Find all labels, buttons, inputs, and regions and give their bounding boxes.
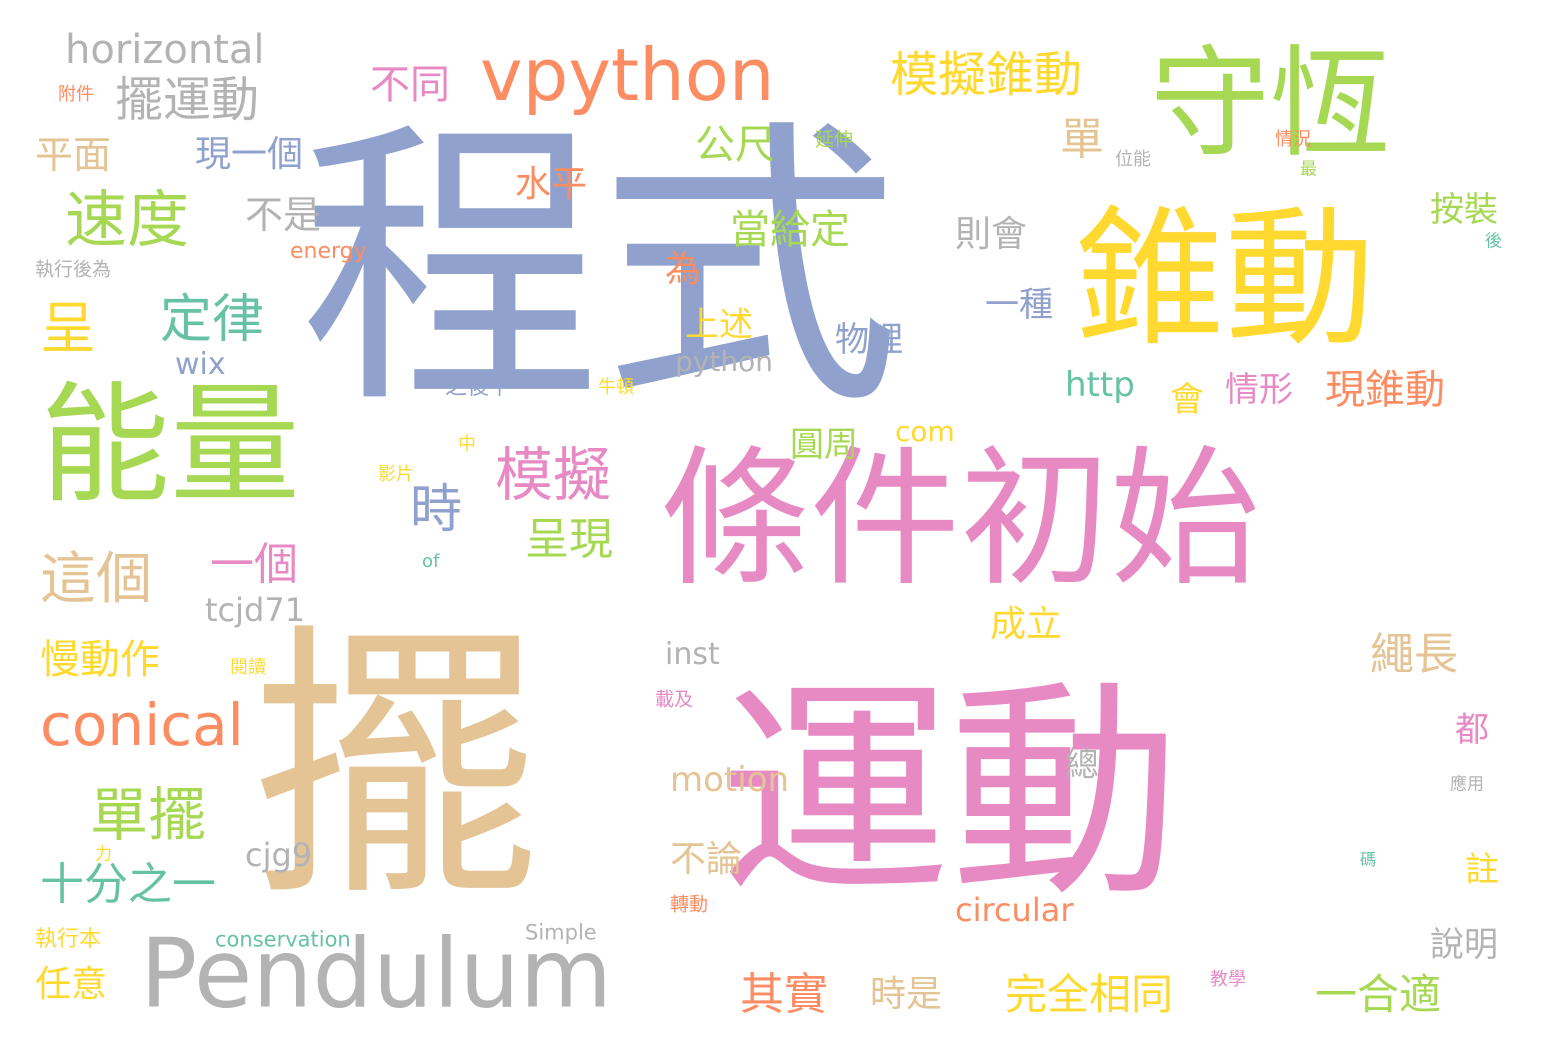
word-38: 則會: [955, 214, 1028, 255]
word-86: 碼: [1360, 850, 1377, 869]
word-56: 總: [1065, 745, 1099, 785]
word-53: http: [1065, 365, 1135, 405]
word-82: of: [422, 551, 440, 572]
word-13: 單擺: [90, 781, 207, 849]
word-21: 十分之一: [40, 859, 216, 910]
word-25: 一合適: [1315, 970, 1442, 1019]
word-1: 程式: [300, 95, 900, 444]
word-60: inst: [665, 637, 720, 672]
word-31: 平面: [35, 133, 112, 177]
word-7: 能量: [40, 369, 301, 521]
word-34: 當給定: [730, 207, 850, 253]
word-44: 不論: [670, 839, 743, 880]
word-41: 成立: [990, 604, 1063, 645]
word-6: 守恆: [1150, 35, 1390, 174]
word-33: 公尺: [695, 122, 775, 168]
word-30: 慢動作: [40, 637, 160, 683]
word-47: cjg9: [245, 836, 313, 874]
word-62: python: [675, 345, 773, 378]
word-27: 單: [1060, 114, 1104, 165]
word-26: 繩長: [1370, 629, 1458, 680]
word-58: 說明: [1430, 925, 1498, 965]
word-51: 會: [1170, 380, 1204, 420]
word-18: 呈: [40, 297, 96, 362]
word-35: 水平: [515, 164, 588, 205]
word-12: 模擬: [495, 441, 612, 509]
word-4: 條件初始: [660, 433, 1261, 607]
word-19: 時: [410, 480, 463, 540]
word-9: vpython: [480, 33, 775, 117]
word-57: 註: [1465, 850, 1499, 890]
word-61: wix: [175, 347, 226, 382]
word-24: 其實: [740, 969, 828, 1020]
word-74: 載及: [655, 688, 694, 711]
word-49: 物理: [835, 320, 903, 360]
word-72: 位能: [1115, 149, 1151, 170]
word-80: 應用: [1450, 774, 1484, 795]
word-48: 一種: [985, 285, 1053, 325]
word-69: 執行本: [35, 927, 102, 952]
word-55: 都: [1455, 710, 1489, 750]
word-3: 運動: [720, 661, 1181, 928]
word-32: 不同: [370, 62, 450, 108]
word-2: 擺: [250, 601, 540, 938]
word-67: 之後下: [445, 375, 512, 400]
word-73: 情況: [1275, 129, 1311, 150]
word-64: energy: [290, 239, 367, 264]
word-8: Pendulum: [140, 919, 613, 1030]
word-36: 不是: [245, 193, 322, 237]
word-54: 按裝: [1430, 190, 1498, 230]
word-63: com: [895, 415, 955, 448]
word-43: 任意: [35, 964, 108, 1005]
word-17: 模擬錐動: [890, 47, 1083, 103]
word-79: 牛頓: [598, 377, 634, 398]
word-66: Simple: [525, 920, 597, 945]
word-52: 圓周: [790, 425, 858, 465]
word-23: 完全相同: [1005, 970, 1174, 1019]
word-71: 附件: [58, 84, 94, 105]
word-83: 最: [1300, 159, 1317, 180]
word-15: 定律: [160, 290, 265, 350]
word-75: 閱讀: [230, 657, 266, 678]
word-50: 情形: [1225, 370, 1293, 410]
word-39: motion: [670, 760, 790, 800]
word-37: 現一個: [195, 134, 304, 175]
word-5: 錐動: [1075, 193, 1376, 367]
word-40: 為: [665, 249, 702, 290]
word-20: horizontal: [65, 27, 265, 73]
word-29: 現錐動: [1325, 367, 1445, 413]
word-46: circular: [955, 891, 1074, 929]
word-76: 轉動: [670, 893, 709, 916]
word-14: 這個: [40, 547, 152, 612]
word-77: 教學: [1210, 969, 1246, 990]
word-85: 力: [95, 844, 112, 865]
word-28: 一個: [210, 539, 298, 590]
word-68: 執行後為: [35, 258, 112, 281]
word-22: 呈現: [525, 514, 613, 565]
word-84: 後: [1485, 231, 1502, 252]
word-11: 速度: [65, 183, 190, 256]
word-81: 中: [458, 434, 476, 455]
word-78: 影片: [378, 464, 414, 485]
word-70: 延伸: [815, 128, 854, 151]
word-45: 時是: [870, 974, 943, 1015]
word-42: 上述: [685, 305, 753, 345]
word-10: conical: [40, 691, 244, 759]
word-59: tcjd71: [205, 591, 306, 629]
word-65: conservation: [215, 927, 351, 952]
word-16: 擺運動: [115, 72, 260, 128]
